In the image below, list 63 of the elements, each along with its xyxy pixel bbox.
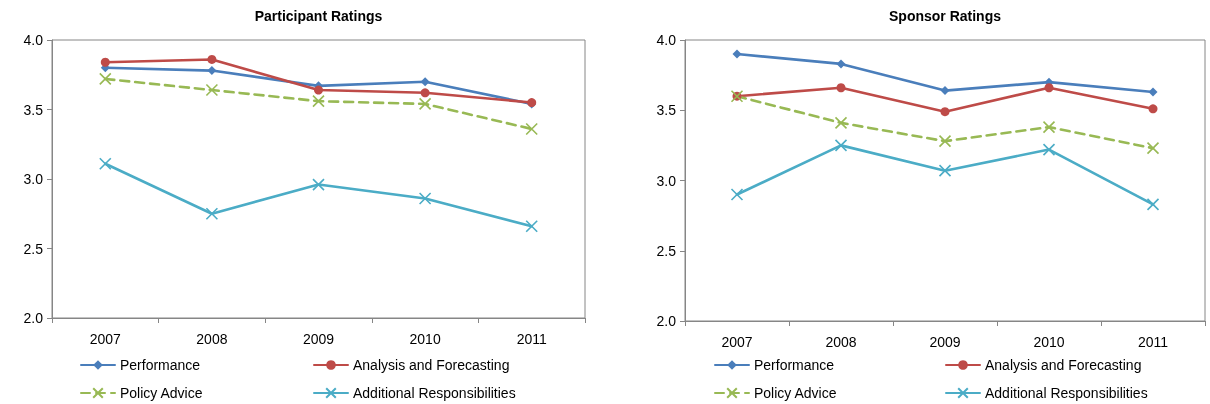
- point: [1146, 198, 1160, 211]
- point: [1146, 141, 1160, 155]
- x-tick-label: 2011: [1137, 334, 1169, 350]
- y-tick-label: 2.5: [656, 242, 677, 259]
- point: [418, 97, 432, 111]
- y-tick-label: 4.0: [23, 32, 44, 48]
- point: [314, 85, 323, 95]
- point: [99, 72, 112, 86]
- point: [1148, 104, 1158, 114]
- point: [1148, 87, 1158, 97]
- y-tick-label: 3.0: [23, 171, 44, 187]
- point: [1042, 143, 1056, 156]
- x-tick-label: 2011: [516, 331, 547, 347]
- x-tick-label: 2009: [929, 334, 961, 350]
- x-tick-label: 2008: [825, 334, 857, 350]
- y-tick-label: 3.5: [23, 101, 44, 118]
- point: [312, 178, 325, 191]
- point: [205, 83, 219, 97]
- y-tick-label: 2.0: [656, 313, 677, 329]
- x-tick-label: 2010: [409, 331, 441, 347]
- point: [1042, 120, 1056, 134]
- legend-label: Performance: [754, 357, 835, 373]
- point: [525, 219, 538, 233]
- y-tick-label: 3.0: [656, 172, 677, 189]
- legend-label: Performance: [120, 357, 201, 373]
- chart-title: Participant Ratings: [254, 8, 383, 24]
- legend-label: Analysis and Forecasting: [353, 357, 510, 373]
- point: [940, 107, 950, 117]
- point: [312, 94, 325, 108]
- chart-title: Sponsor Ratings: [888, 8, 1002, 24]
- point: [418, 192, 432, 205]
- point: [205, 207, 219, 221]
- point: [1044, 83, 1054, 93]
- point: [730, 188, 744, 201]
- point: [420, 77, 430, 87]
- point: [732, 49, 742, 59]
- legend-label: Policy Advice: [120, 385, 203, 401]
- legend-label: Additional Responsibilities: [353, 385, 516, 401]
- point: [834, 116, 848, 130]
- y-tick-label: 3.5: [656, 102, 677, 119]
- legend-label: Analysis and Forecasting: [985, 357, 1142, 373]
- x-tick-label: 2009: [302, 331, 335, 347]
- point: [100, 57, 110, 67]
- y-tick-label: 2.0: [23, 310, 44, 326]
- point: [420, 88, 430, 98]
- x-tick-label: 2010: [1033, 334, 1065, 350]
- x-tick-label: 2007: [721, 334, 753, 350]
- point: [207, 54, 217, 64]
- point: [525, 122, 538, 136]
- x-tick-label: 2008: [196, 331, 228, 347]
- point: [938, 164, 952, 177]
- point: [207, 66, 217, 76]
- legend-label: Policy Advice: [754, 385, 837, 401]
- y-tick-label: 2.5: [23, 240, 44, 257]
- x-tick-label: 2007: [89, 331, 122, 347]
- point: [836, 59, 846, 69]
- legend-label: Additional Responsibilities: [985, 385, 1148, 401]
- point: [834, 139, 848, 152]
- point: [938, 134, 952, 148]
- point: [99, 157, 112, 171]
- point: [940, 86, 950, 96]
- point: [836, 83, 846, 93]
- y-tick-label: 4.0: [656, 32, 677, 48]
